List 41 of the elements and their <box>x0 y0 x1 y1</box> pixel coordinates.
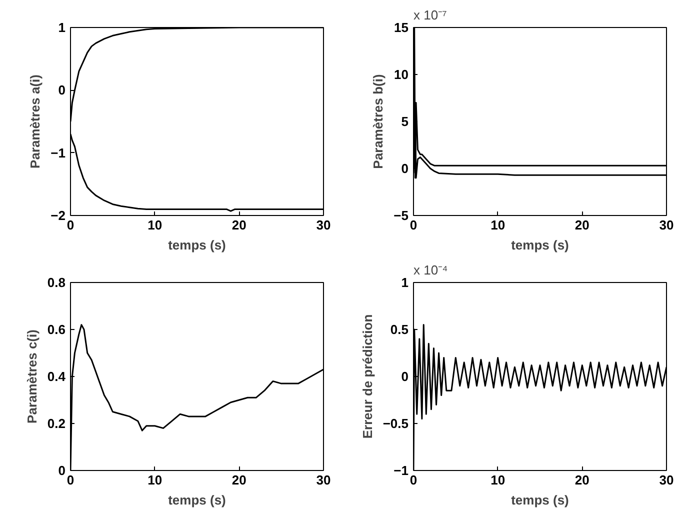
y-tick-label: 0 <box>401 161 409 176</box>
x-tick-label: 30 <box>316 218 331 232</box>
text: x 10⁻⁷ <box>414 8 448 22</box>
y-tick-label: 0 <box>58 463 66 478</box>
x-tick-label: 30 <box>659 218 674 232</box>
y-tick-label: 0 <box>58 82 66 98</box>
y-tick-label: 1 <box>58 20 66 35</box>
y-tick-label: 5 <box>401 114 409 129</box>
x-tick-label: 30 <box>659 472 674 488</box>
x-tick-label: 20 <box>232 472 246 488</box>
x-tick-label: 20 <box>574 218 590 232</box>
x-tick-label: 10 <box>490 472 506 488</box>
y-tick-label: 1 <box>401 275 409 290</box>
x-tick-label: 20 <box>574 472 590 488</box>
y-tick-label: −1 <box>50 145 66 160</box>
x-axis-title: temps (s) <box>168 238 226 252</box>
y-axis-title: Paramètres b(i) <box>370 74 386 169</box>
y-tick-label: 15 <box>394 20 409 35</box>
y-axis-title: Erreur de prédiction <box>360 314 375 439</box>
x-tick-label: 10 <box>148 218 162 232</box>
y-axis-title: Paramètres c(i) <box>24 330 40 424</box>
text: x 10⁻⁴ <box>414 262 448 278</box>
x-axis-title: temps (s) <box>511 238 569 252</box>
y-tick-label: 0 <box>401 369 409 384</box>
y-tick-label: 0.5 <box>390 322 409 337</box>
y-tick-label: 0.8 <box>47 275 66 290</box>
x-axis-title: temps (s) <box>168 492 226 508</box>
y-axis-title: Paramètres a(i) <box>28 74 43 168</box>
x-tick-label: 10 <box>148 472 162 488</box>
y-tick-label: 0.2 <box>47 416 66 431</box>
y-tick-label: 10 <box>394 67 409 82</box>
x-tick-label: 10 <box>490 218 506 232</box>
y-tick-label: −5 <box>394 208 409 223</box>
y-tick-label: 0.4 <box>47 369 66 384</box>
x-axis-title: temps (s) <box>511 492 569 508</box>
y-tick-label: −0.5 <box>382 416 409 431</box>
y-tick-label: −2 <box>50 208 66 223</box>
x-tick-label: 30 <box>316 472 331 488</box>
y-tick-label: 0.6 <box>47 322 66 337</box>
x-tick-label: 20 <box>232 218 246 232</box>
y-tick-label: −1 <box>394 463 409 478</box>
